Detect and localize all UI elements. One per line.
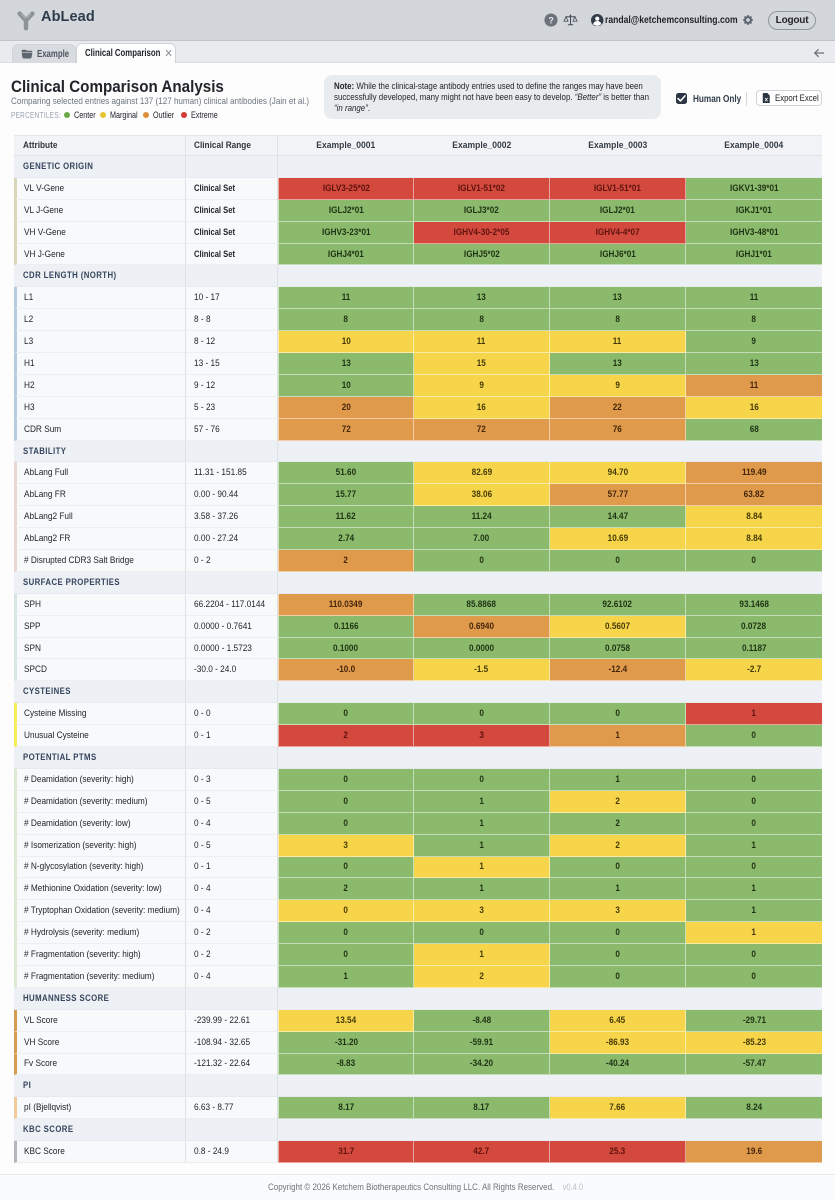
svg-text:?: ? [548,15,553,25]
